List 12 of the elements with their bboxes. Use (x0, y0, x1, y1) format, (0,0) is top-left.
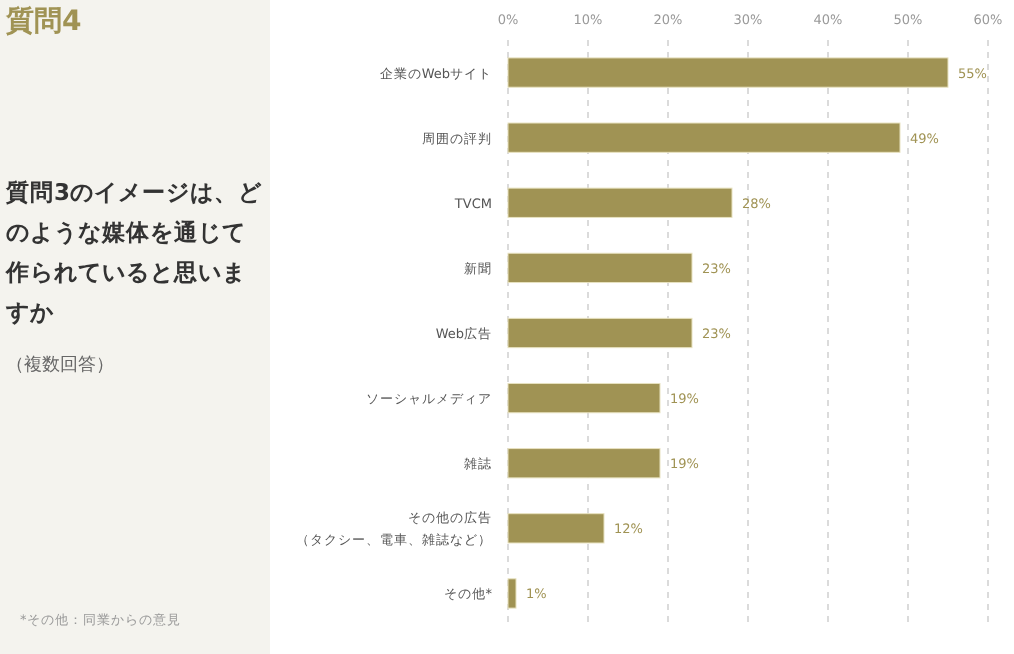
bar (507, 122, 901, 153)
bar (507, 317, 693, 349)
bar (507, 252, 693, 284)
bar (507, 187, 733, 218)
bar (507, 57, 949, 88)
text: 質問4 (6, 4, 82, 40)
bar (507, 382, 661, 414)
text: （複数回答） (6, 353, 114, 378)
text: 質問3のイメージは、どのような媒体を通じて作られていると思いますか (6, 176, 263, 330)
bar (507, 513, 605, 544)
bar (507, 448, 661, 479)
bar (507, 578, 517, 609)
